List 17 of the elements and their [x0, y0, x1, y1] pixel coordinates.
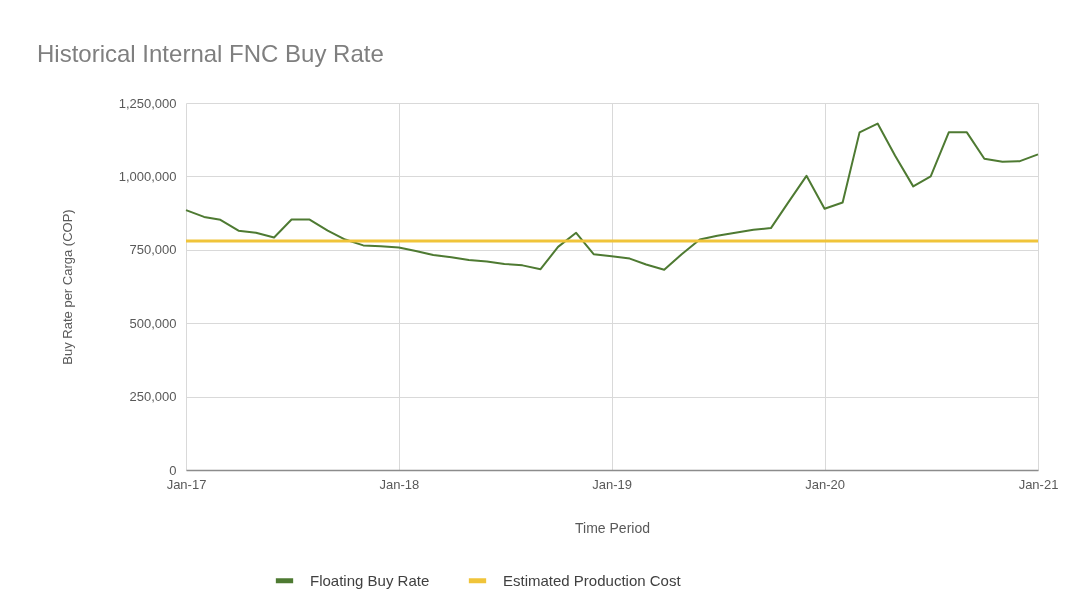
y-tick-label: 250,000 — [129, 389, 177, 405]
x-tick-label: Jan-19 — [592, 476, 633, 492]
y-tick-label: 500,000 — [129, 315, 177, 331]
y-tick-label: 0 — [169, 462, 177, 478]
y-tick-label: 1,250,000 — [118, 95, 177, 111]
line-series — [185, 122, 1039, 271]
y-axis-title: Buy Rate per Carga (COP) — [59, 209, 75, 365]
y-tick-label: 1,000,000 — [118, 168, 177, 184]
x-tick-label: Jan-21 — [1018, 476, 1059, 492]
x-tick-label: Jan-20 — [805, 476, 845, 492]
x-tick-label: Jan-18 — [379, 476, 420, 492]
chart-title: Historical Internal FNC Buy Rate — [37, 40, 384, 67]
x-axis-title: Time Period — [575, 519, 650, 536]
legend-label: Estimated Production Cost — [503, 571, 682, 589]
y-tick-label: 750,000 — [129, 242, 177, 258]
legend-label: Floating Buy Rate — [310, 571, 430, 589]
x-tick-label: Jan-17 — [166, 476, 207, 492]
